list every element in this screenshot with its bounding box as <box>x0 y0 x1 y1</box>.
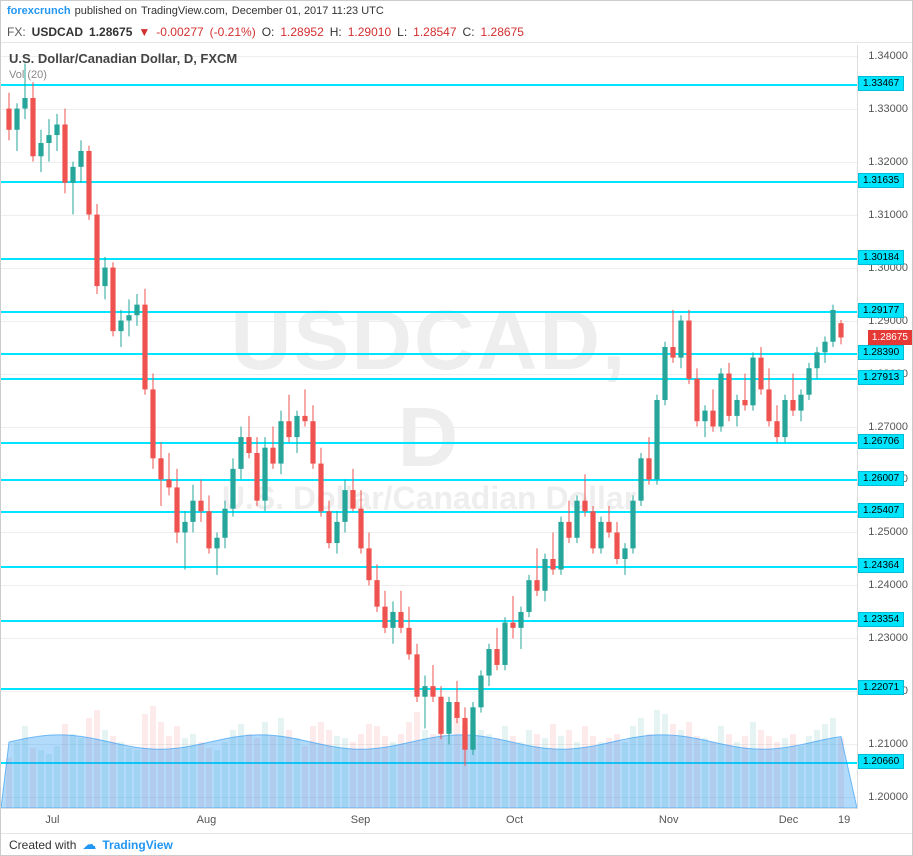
change-value: -0.00277 <box>156 25 203 39</box>
horizontal-line-label: 1.20660 <box>858 754 904 769</box>
ohlc-o-val: 1.28952 <box>280 25 323 39</box>
ohlc-o-label: O: <box>262 25 275 39</box>
ohlc-c-label: C: <box>463 25 475 39</box>
down-arrow-icon: ▼ <box>138 25 150 39</box>
ohlc-l-val: 1.28547 <box>413 25 456 39</box>
publish-header: forexcrunch published on TradingView.com… <box>1 1 912 21</box>
y-axis-tick: 1.24000 <box>868 579 908 591</box>
y-axis-tick: 1.33000 <box>868 103 908 115</box>
horizontal-line-label: 1.23354 <box>858 612 904 627</box>
exchange-prefix: FX: <box>7 25 26 39</box>
horizontal-line-label: 1.27913 <box>858 370 904 385</box>
x-axis[interactable]: Jul Aug Sep Oct Nov Dec 19 <box>1 811 858 833</box>
y-axis-tick: 1.21000 <box>868 738 908 750</box>
horizontal-line-label: 1.26706 <box>858 434 904 449</box>
chart-footer: Created with ☁ TradingView <box>1 833 912 855</box>
x-axis-tick: 19 <box>838 814 850 826</box>
author-link[interactable]: forexcrunch <box>7 5 71 17</box>
chart-title: U.S. Dollar/Canadian Dollar, D, FXCM <box>9 51 237 66</box>
site-text: TradingView.com, <box>141 5 228 17</box>
horizontal-line-label: 1.25407 <box>858 503 904 518</box>
created-with-text: Created with <box>9 838 76 852</box>
symbol-name[interactable]: USDCAD <box>32 25 83 39</box>
tradingview-icon: ☁ <box>82 836 96 853</box>
x-axis-tick: Nov <box>659 814 679 826</box>
horizontal-line-label: 1.33467 <box>858 76 904 91</box>
last-price: 1.28675 <box>89 25 132 39</box>
ohlc-h-val: 1.29010 <box>348 25 391 39</box>
candlestick-layer <box>1 45 857 808</box>
current-price-label: 1.28675 <box>868 330 912 345</box>
symbol-info-row: FX: USDCAD 1.28675 ▼ -0.00277 (-0.21%) O:… <box>1 21 912 43</box>
chart-plot-area[interactable]: USDCAD, D U.S. Dollar/Canadian Dollar U.… <box>1 45 858 809</box>
y-axis-tick: 1.27000 <box>868 421 908 433</box>
y-axis-tick: 1.25000 <box>868 526 908 538</box>
horizontal-line-label: 1.22071 <box>858 680 904 695</box>
y-axis-tick: 1.31000 <box>868 209 908 221</box>
horizontal-line-label: 1.31635 <box>858 173 904 188</box>
ohlc-l-label: L: <box>397 25 407 39</box>
x-axis-tick: Aug <box>197 814 217 826</box>
y-axis-tick: 1.20000 <box>868 791 908 803</box>
x-axis-tick: Oct <box>506 814 523 826</box>
y-axis-tick: 1.23000 <box>868 632 908 644</box>
horizontal-line-label: 1.29177 <box>858 303 904 318</box>
chart-container: forexcrunch published on TradingView.com… <box>0 0 913 856</box>
x-axis-tick: Dec <box>779 814 799 826</box>
y-axis-tick: 1.32000 <box>868 156 908 168</box>
publish-date: December 01, 2017 11:23 UTC <box>232 5 384 17</box>
published-text: published on <box>75 5 137 17</box>
y-axis-tick: 1.34000 <box>868 50 908 62</box>
change-percent: (-0.21%) <box>210 25 256 39</box>
y-axis[interactable]: 1.200001.210001.220001.230001.240001.250… <box>858 45 912 809</box>
volume-label: Vol (20) <box>9 69 47 81</box>
horizontal-line-label: 1.26007 <box>858 471 904 486</box>
ohlc-h-label: H: <box>330 25 342 39</box>
horizontal-line-label: 1.28390 <box>858 345 904 360</box>
x-axis-tick: Jul <box>45 814 59 826</box>
tradingview-link[interactable]: TradingView <box>102 838 172 852</box>
horizontal-line-label: 1.24364 <box>858 558 904 573</box>
horizontal-line-label: 1.30184 <box>858 250 904 265</box>
x-axis-tick: Sep <box>351 814 371 826</box>
ohlc-c-val: 1.28675 <box>481 25 524 39</box>
